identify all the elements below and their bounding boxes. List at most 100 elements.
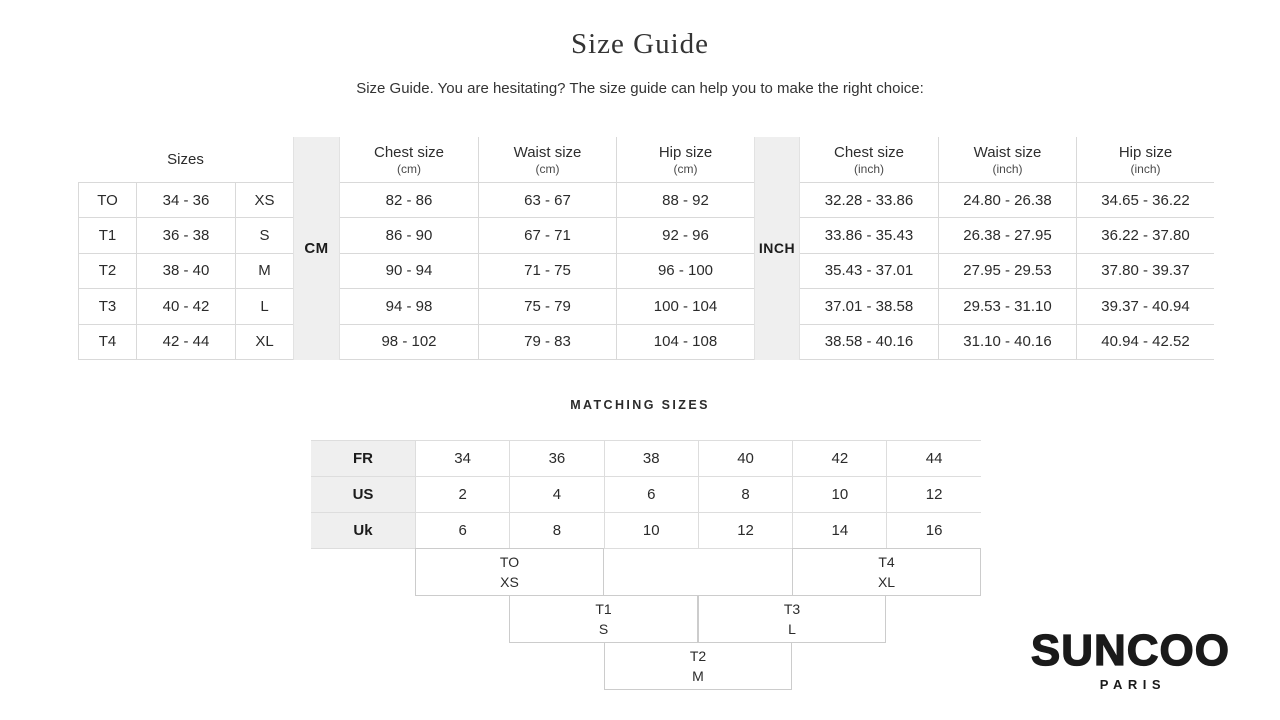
cm-unit-strip: CM xyxy=(293,137,340,360)
hip-cm: 100 - 104 xyxy=(616,289,754,325)
matching-box: T2 M xyxy=(604,642,792,690)
uk-size: 14 xyxy=(792,513,887,549)
size-table: Sizes TO 34 - 36 XS T1 36 - 38 S T2 38 -… xyxy=(78,137,1214,360)
matching-box-code: T1 xyxy=(595,600,612,617)
chest-cm: 86 - 90 xyxy=(340,218,478,254)
chest-cm: 82 - 86 xyxy=(340,183,478,219)
waist-inch: 24.80 - 26.38 xyxy=(938,183,1076,219)
intl-size: L xyxy=(235,289,293,325)
fr-size: 34 xyxy=(415,441,510,477)
uk-size: 12 xyxy=(697,513,793,549)
hip-inch: 39.37 - 40.94 xyxy=(1076,289,1214,325)
hip-cm-header: Hip size (cm) xyxy=(616,137,754,183)
hip-inch: 37.80 - 39.37 xyxy=(1076,253,1214,290)
size-code: T1 xyxy=(78,218,136,254)
us-size: 2 xyxy=(415,477,510,513)
column-unit: (inch) xyxy=(992,162,1023,177)
matching-box: TO XS xyxy=(415,548,604,596)
chest-inch: 33.86 - 35.43 xyxy=(800,218,938,254)
us-size: 10 xyxy=(792,477,887,513)
chest-cm-header: Chest size (cm) xyxy=(340,137,478,183)
column-unit: (cm) xyxy=(535,162,560,177)
fr-size: 40 xyxy=(697,441,793,477)
chest-cm: 98 - 102 xyxy=(340,325,478,360)
fr-size: 42 xyxy=(792,441,887,477)
uk-size: 6 xyxy=(415,513,510,549)
page-title: Size Guide xyxy=(570,28,710,60)
matching-box-size: M xyxy=(692,668,704,684)
matching-box-code: T2 xyxy=(689,647,707,664)
waist-inch: 29.53 - 31.10 xyxy=(938,289,1076,325)
fr-range: 34 - 36 xyxy=(136,183,235,219)
chest-inch: 38.58 - 40.16 xyxy=(800,325,938,360)
chest-cm: 94 - 98 xyxy=(340,289,478,325)
intl-size: XS xyxy=(235,183,293,219)
hip-cm: 88 - 92 xyxy=(616,183,754,219)
cm-measures-subtable: Chest size (cm) Waist size (cm) Hip size… xyxy=(340,137,754,360)
fr-size: 44 xyxy=(886,441,981,477)
brand-logo: SUNCOO PARIS xyxy=(1030,625,1230,692)
waist-cm-header: Waist size (cm) xyxy=(478,137,616,183)
hip-inch: 34.65 - 36.22 xyxy=(1076,183,1214,219)
chest-inch: 37.01 - 38.58 xyxy=(800,289,938,325)
column-unit: (cm) xyxy=(673,162,698,177)
matching-box-size: XS xyxy=(500,574,519,590)
matching-boxes: TO XS T1 S T2 M T3 L T4 XL xyxy=(311,548,981,692)
matching-sizes-table: FR 34 36 38 40 42 44 US 2 4 6 8 10 12 Uk… xyxy=(311,440,981,549)
column-label: Waist size xyxy=(513,143,582,161)
matching-box-code: T3 xyxy=(783,600,801,617)
chest-cm: 90 - 94 xyxy=(340,254,478,290)
hip-inch: 40.94 - 42.52 xyxy=(1076,324,1214,360)
fr-range: 42 - 44 xyxy=(136,324,235,360)
matching-box: T4 XL xyxy=(792,548,981,596)
sizes-subtable: Sizes TO 34 - 36 XS T1 36 - 38 S T2 38 -… xyxy=(78,137,293,360)
intl-size: M xyxy=(235,253,293,290)
matching-box-size: XL xyxy=(877,574,896,590)
column-label: Hip size xyxy=(1118,143,1173,161)
uk-size: 10 xyxy=(603,513,698,549)
us-row-header: US xyxy=(311,477,415,513)
fr-range: 36 - 38 xyxy=(136,218,235,254)
brand-city: PARIS xyxy=(1099,677,1167,692)
matching-sizes-heading: MATCHING SIZES xyxy=(570,398,710,412)
us-size: 8 xyxy=(697,477,793,513)
hip-cm: 92 - 96 xyxy=(616,218,754,254)
size-code: TO xyxy=(78,183,136,219)
waist-cm: 75 - 79 xyxy=(478,289,616,325)
fr-size: 36 xyxy=(509,441,604,477)
matching-box-code: TO xyxy=(499,553,520,570)
hip-cm: 104 - 108 xyxy=(616,324,754,360)
waist-inch: 31.10 - 40.16 xyxy=(938,324,1076,360)
waist-cm: 79 - 83 xyxy=(478,324,616,360)
column-label: Chest size xyxy=(373,143,445,161)
intl-size: S xyxy=(235,218,293,254)
inch-unit-strip: INCH xyxy=(754,137,800,360)
column-label: Chest size xyxy=(833,143,905,161)
uk-size: 8 xyxy=(509,513,604,549)
uk-row-header: Uk xyxy=(311,513,415,549)
inch-measures-subtable: Chest size (inch) Waist size (inch) Hip … xyxy=(800,137,1214,360)
fr-range: 40 - 42 xyxy=(136,289,235,325)
intl-size: XL xyxy=(235,324,293,360)
hip-cm: 96 - 100 xyxy=(616,253,754,290)
fr-size: 38 xyxy=(603,441,698,477)
column-unit: (inch) xyxy=(1130,162,1161,177)
matching-box-size: L xyxy=(788,621,796,637)
page-subtitle: Size Guide. You are hesitating? The size… xyxy=(356,80,924,97)
matching-box: T3 L xyxy=(698,595,886,643)
column-unit: (inch) xyxy=(853,162,884,177)
waist-cm: 71 - 75 xyxy=(478,253,616,290)
column-label: Hip size xyxy=(658,143,713,161)
size-code: T2 xyxy=(78,253,136,290)
waist-inch-header: Waist size (inch) xyxy=(938,137,1076,183)
us-size: 4 xyxy=(509,477,604,513)
brand-name: SUNCOO xyxy=(1030,625,1230,675)
chest-inch: 35.43 - 37.01 xyxy=(800,254,938,290)
fr-row-header: FR xyxy=(311,441,415,477)
matching-box-size: S xyxy=(598,621,609,637)
uk-size: 16 xyxy=(886,513,981,549)
waist-cm: 63 - 67 xyxy=(478,183,616,219)
matching-box: T1 S xyxy=(509,595,698,643)
size-code: T4 xyxy=(78,324,136,360)
